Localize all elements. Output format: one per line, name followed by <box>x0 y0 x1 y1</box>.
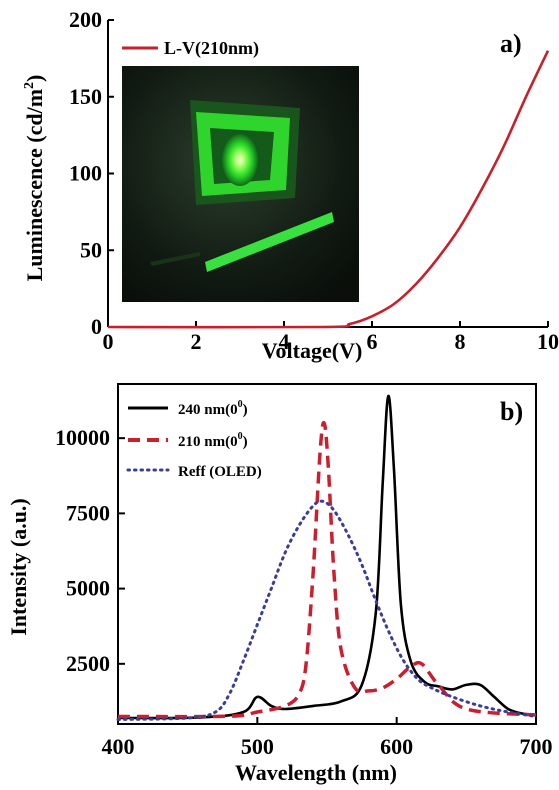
chart-b-y-tick-label: 5000 <box>66 576 110 601</box>
chart-a-y-tick-label: 50 <box>80 237 102 262</box>
series-240nm-line <box>117 394 537 720</box>
legend-item-210nm: 210 nm(00) <box>178 431 248 450</box>
series-210nm-line <box>117 420 537 719</box>
chart-a-x-tick-label: 6 <box>367 329 378 354</box>
inset-photo <box>122 66 359 302</box>
chart-b-x-label: Wavelength (nm) <box>235 760 397 785</box>
panel-a-label: a) <box>500 29 522 58</box>
chart-b-y-tick-label: 2500 <box>66 651 110 676</box>
legend-item-reff: Reff (OLED) <box>178 464 262 480</box>
chart-a-y-tick-label: 150 <box>69 84 102 109</box>
series-lv-line <box>107 50 550 329</box>
chart-b: 400 500 600 700 2500 5000 7500 10000 240 nm(00)… <box>6 383 553 785</box>
legend-item-lv: L-V(210nm) <box>164 38 259 59</box>
chart-a-legend: L-V(210nm) <box>122 38 259 59</box>
chart-b-y-label: Intensity (a.u.) <box>6 498 31 636</box>
legend-item-240nm: 240 nm(00) <box>178 399 248 418</box>
chart-b-axes: 400 500 600 700 2500 5000 7500 10000 <box>55 383 553 759</box>
chart-b-x-tick-label: 500 <box>241 734 274 759</box>
chart-a-x-label: Voltage(V) <box>262 338 363 363</box>
chart-b-y-tick-label: 7500 <box>66 500 110 525</box>
chart-b-series <box>116 394 538 721</box>
chart-a-x-tick-label: 2 <box>191 329 202 354</box>
chart-a-x-tick-label: 4 <box>279 329 290 354</box>
series-reff-line <box>116 499 538 721</box>
chart-a-y-label: Luminescence (cd/m2) <box>22 75 47 282</box>
panel-b-label: b) <box>500 397 523 426</box>
chart-b-x-tick-label: 600 <box>380 734 413 759</box>
chart-a-y-tick-label: 0 <box>91 314 102 339</box>
chart-b-legend: 240 nm(00) 210 nm(00) Reff (OLED) <box>126 399 262 480</box>
chart-a-x-tick-label: 8 <box>455 329 466 354</box>
chart-b-y-tick-label: 10000 <box>55 425 110 450</box>
chart-a-y-tick-label: 100 <box>69 161 102 186</box>
chart-b-x-tick-label: 700 <box>520 734 553 759</box>
chart-a-x-tick-label: 0 <box>103 329 114 354</box>
chart-b-frame <box>117 383 537 725</box>
chart-b-x-tick-label: 400 <box>102 734 135 759</box>
chart-a-x-tick-label: 10 <box>537 329 559 354</box>
chart-a-y-tick-label: 200 <box>69 7 102 32</box>
chart-a-series <box>107 50 550 329</box>
